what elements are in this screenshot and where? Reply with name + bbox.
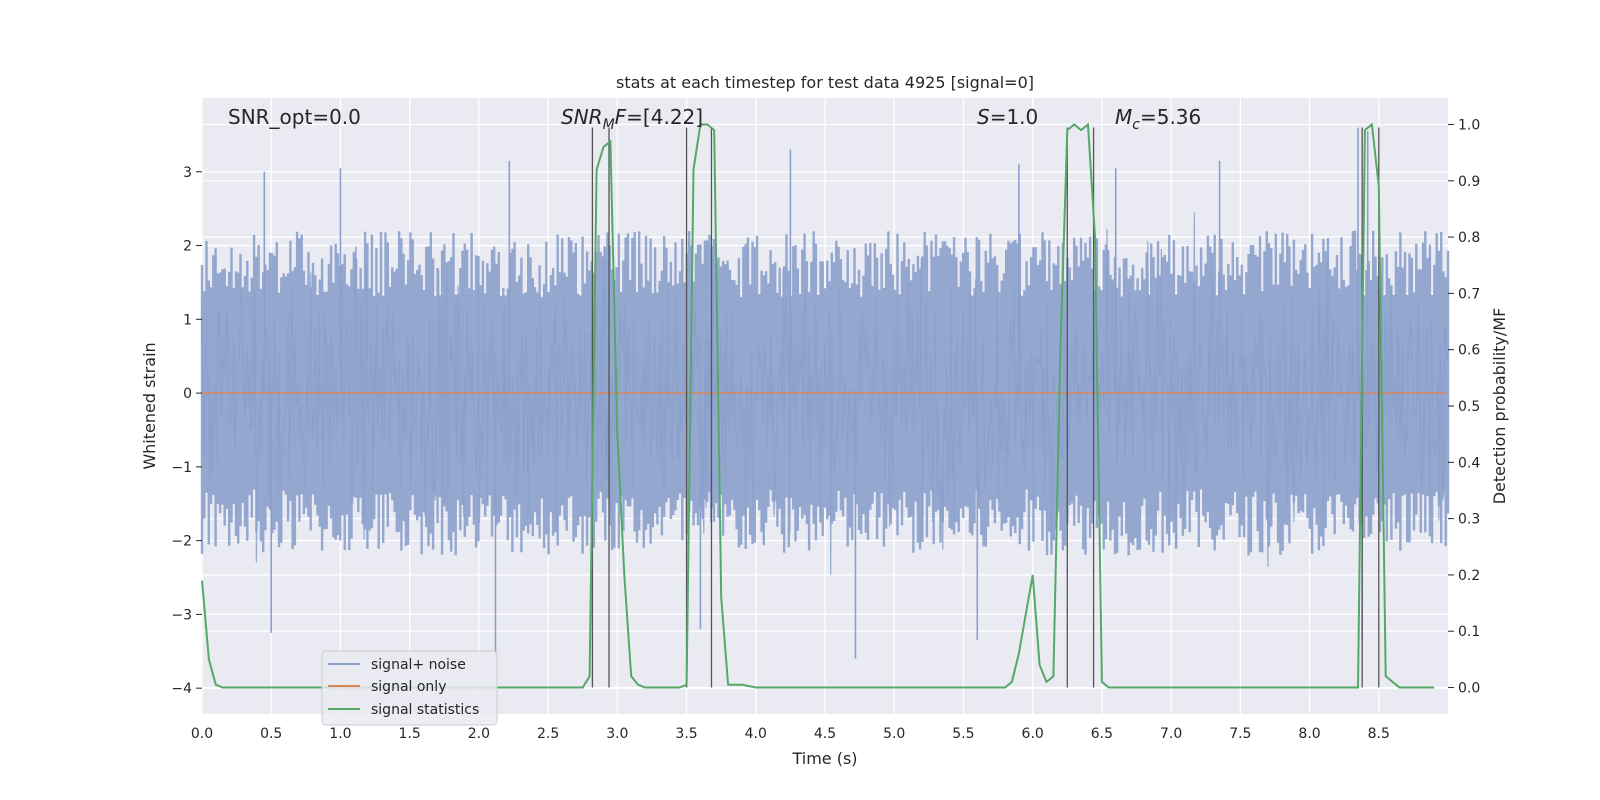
x-tick-label: 3.0 <box>606 726 628 742</box>
noise-trace <box>201 212 1449 575</box>
legend-label-signal-noise: signal+ noise <box>371 657 466 673</box>
annotation-snr-mf-tail: F <box>615 105 627 129</box>
y-tick-label: 3 <box>183 165 192 181</box>
chart-title: stats at each timestep for test data 492… <box>616 73 1034 92</box>
x-tick-label: 1.0 <box>329 726 351 742</box>
legend-label-signal-statistics: signal statistics <box>371 702 479 718</box>
x-tick-label: 8.0 <box>1298 726 1320 742</box>
x-tick-label: 6.0 <box>1022 726 1044 742</box>
y2-tick-label: 0.9 <box>1458 174 1480 190</box>
annotation-mc: Mc=5.36 <box>1115 105 1201 133</box>
signal-statistics-line <box>201 122 1435 689</box>
annotation-s-value: =1.0 <box>990 105 1039 129</box>
annotation-mc-sub: c <box>1132 117 1140 133</box>
y2-tick-label: 0.6 <box>1458 343 1480 359</box>
x-tick-label: 4.5 <box>814 726 836 742</box>
annotation-snr-mf-value: =[4.22] <box>626 105 703 129</box>
x-tick-label: 4.0 <box>745 726 767 742</box>
y-tick-label: −1 <box>171 460 192 476</box>
x-tick-label: 7.0 <box>1160 726 1182 742</box>
y2-tick-label: 0.3 <box>1458 512 1480 528</box>
x-tick-label: 2.0 <box>468 726 490 742</box>
annotation-snr-mf-main: SNR <box>561 105 603 129</box>
annotation-snr-mf: SNRMF=[4.22] <box>561 105 703 133</box>
x-tick-label: 0.5 <box>260 726 282 742</box>
legend: signal+ noise signal only signal statist… <box>321 650 498 726</box>
x-tick-label: 6.5 <box>1091 726 1113 742</box>
y-tick-label: 1 <box>183 312 192 328</box>
y2-tick-label: 0.5 <box>1458 399 1480 415</box>
y-tick-label: 2 <box>183 239 192 255</box>
x-tick-label: 3.5 <box>675 726 697 742</box>
y-axis-label: Whitened strain <box>140 342 159 469</box>
y2-tick-label: 0.7 <box>1458 286 1480 302</box>
x-tick-label: 7.5 <box>1229 726 1251 742</box>
x-tick-label: 5.5 <box>952 726 974 742</box>
annotation-s: S=1.0 <box>977 105 1038 129</box>
y-tick-labels: −4 −3 −2 −1 0 1 2 3 <box>171 165 202 697</box>
y2-tick-labels: 0.0 0.1 0.2 0.3 0.4 0.5 0.6 0.7 0.8 0.9 1.0 <box>1448 117 1480 697</box>
y-tick-label: −2 <box>171 534 192 550</box>
annotation-mc-main: M <box>1115 105 1132 129</box>
y2-tick-label: 1.0 <box>1458 117 1480 133</box>
x-axis-label: Time (s) <box>791 749 857 768</box>
x-tick-label: 2.5 <box>537 726 559 742</box>
y2-tick-label: 0.0 <box>1458 681 1480 697</box>
annotation-snr-mf-sub: M <box>603 117 615 133</box>
y-tick-label: −3 <box>171 607 192 623</box>
x-tick-label: 5.0 <box>883 726 905 742</box>
signal-statistics-series <box>201 122 1435 689</box>
x-tick-label: 1.5 <box>399 726 421 742</box>
annotation-mc-value: =5.36 <box>1140 105 1201 129</box>
annotation-s-main: S <box>977 105 990 129</box>
legend-label-signal-only: signal only <box>371 679 446 695</box>
annotation-snr-opt: SNR_opt=0.0 <box>228 105 361 129</box>
y2-tick-label: 0.2 <box>1458 568 1480 584</box>
x-tick-label: 8.5 <box>1368 726 1390 742</box>
y-tick-label: 0 <box>183 386 192 402</box>
y-tick-label: −4 <box>171 681 192 697</box>
x-tick-labels: 0.0 0.5 1.0 1.5 2.0 2.5 3.0 3.5 4.0 4.5 5.0 5.5 6.0 6… <box>191 726 1390 742</box>
y2-tick-label: 0.1 <box>1458 624 1480 640</box>
legend-box <box>321 650 498 726</box>
y2-tick-label: 0.4 <box>1458 455 1480 471</box>
x-tick-label: 0.0 <box>191 726 213 742</box>
y2-axis-label: Detection probability/MF <box>1490 308 1509 505</box>
y2-tick-label: 0.8 <box>1458 230 1480 246</box>
